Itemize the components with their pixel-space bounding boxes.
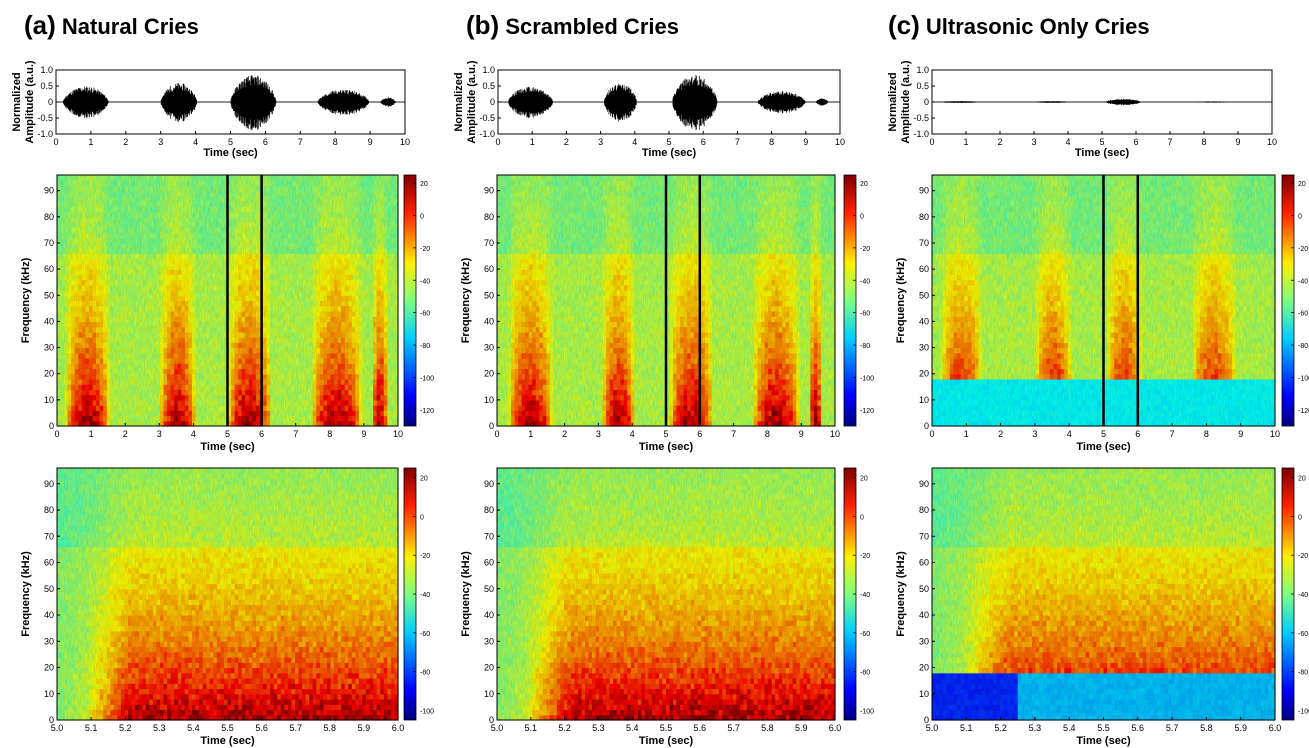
panel-a-spectrogram-full-ylabel: Frequency (kHz) bbox=[20, 257, 32, 343]
panel-a-spectrogram-full-xtick-label: 2 bbox=[123, 429, 128, 439]
panel-a-spectrogram-full-xtick-label: 4 bbox=[191, 429, 196, 439]
panel-a-colorbar-full-tick-label: 0 bbox=[420, 213, 424, 220]
panel-a-spectrogram-full-xlabel: Time (sec) bbox=[200, 441, 255, 453]
panel-a-spectrogram-full-ytick-label: 10 bbox=[44, 395, 54, 405]
panel-a-spectrogram-full-ytick-label: 80 bbox=[44, 212, 54, 222]
panel-a-colorbar-full-tick-label: -40 bbox=[420, 278, 430, 285]
panel-a-spectrogram-full-xtick-label: 5 bbox=[225, 429, 230, 439]
panel-a-waveform-xtick-label: 1 bbox=[88, 137, 93, 147]
panel-a-waveform-ytick-label: -0.5 bbox=[37, 113, 53, 123]
panel-a-spectrogram-full-ytick-label: 30 bbox=[44, 343, 54, 353]
panel-c-letter: (c) bbox=[888, 10, 920, 40]
panel-a-waveform-xtick-label: 6 bbox=[263, 137, 268, 147]
panel-a-spectrogram-full-xtick-label: 7 bbox=[293, 429, 298, 439]
panel-a-spectrogram-full-ytick-label: 50 bbox=[44, 290, 54, 300]
panel-a-waveform-ytick-label: 0.5 bbox=[40, 81, 53, 91]
panel-a-waveform-ylabel-1: Normalized bbox=[11, 72, 23, 131]
panel-a-spectrogram-full-xtick-label: 1 bbox=[89, 429, 94, 439]
panel-a-name: Natural Cries bbox=[62, 14, 199, 39]
panel-a-spectrogram-full-xtick-label: 0 bbox=[54, 429, 59, 439]
panel-a-colorbar-full-tick-label: -120 bbox=[420, 408, 434, 415]
panel-a-waveform-xtick-label: 8 bbox=[333, 137, 338, 147]
panel-a-colorbar-full-tick-label: -80 bbox=[420, 343, 430, 350]
panel-a-spectrogram-full-xtick-label: 8 bbox=[327, 429, 332, 439]
panel-a-spectrogram-full-ytick-label: 20 bbox=[44, 369, 54, 379]
panel-a-spectrogram-full-xtick-label: 9 bbox=[361, 429, 366, 439]
panel-a-waveform-ylabel-2: Amplitude (a.u.) bbox=[24, 60, 36, 143]
panel-a-waveform-ytick-label: 1.0 bbox=[40, 65, 53, 75]
panel-c-title: (c) Ultrasonic Only Cries bbox=[888, 10, 1150, 41]
panel-a-spectrogram-full-ytick-label: 70 bbox=[44, 238, 54, 248]
panel-a-title: (a) Natural Cries bbox=[24, 10, 199, 41]
panel-a-waveform-ytick-label: -1.0 bbox=[37, 129, 53, 139]
panel-a-colorbar-full-tick-label: -100 bbox=[420, 375, 434, 382]
panel-a-spectrogram-full-xtick-label: 6 bbox=[259, 429, 264, 439]
panel-a-waveform-xtick-label: 5 bbox=[228, 137, 233, 147]
panel-a-colorbar-full-tick-label: -20 bbox=[420, 246, 430, 253]
panel-a-spectrogram-full-ytick-label: 40 bbox=[44, 316, 54, 326]
panel-a-colorbar-full-tick-label: -60 bbox=[420, 311, 430, 318]
panel-a-waveform-xtick-label: 3 bbox=[158, 137, 163, 147]
panel-a-spectrogram-full-xtick-label: 3 bbox=[157, 429, 162, 439]
panel-a-spectrogram-full-ytick-label: 0 bbox=[49, 421, 54, 431]
panel-b-name: Scrambled Cries bbox=[505, 14, 679, 39]
panel-a-colorbar-full bbox=[403, 174, 417, 427]
panel-b-title: (b) Scrambled Cries bbox=[466, 10, 679, 41]
panel-a-spectrogram-full-xtick-label: 10 bbox=[393, 429, 403, 439]
panel-a-waveform-ytick-label: 0 bbox=[48, 97, 53, 107]
panel-b-letter: (b) bbox=[466, 10, 499, 40]
panel-a-waveform-xtick-label: 9 bbox=[368, 137, 373, 147]
panel-a-waveform-xtick-label: 4 bbox=[193, 137, 198, 147]
panel-a-waveform-xtick-label: 10 bbox=[400, 137, 410, 147]
panel-a-colorbar-full-tick-label: 20 bbox=[420, 181, 428, 188]
panel-a-letter: (a) bbox=[24, 10, 56, 40]
panel-c-name: Ultrasonic Only Cries bbox=[926, 14, 1150, 39]
panel-a-waveform-xtick-label: 7 bbox=[298, 137, 303, 147]
panel-a-waveform-xtick-label: 2 bbox=[123, 137, 128, 147]
panel-a-spectrogram-full-ytick-label: 60 bbox=[44, 264, 54, 274]
panel-a-spectrogram-full-ytick-label: 90 bbox=[44, 186, 54, 196]
panel-a-waveform-xtick-label: 0 bbox=[53, 137, 58, 147]
panel-a-waveform-trace bbox=[55, 75, 406, 131]
panel-a-waveform-xlabel: Time (sec) bbox=[203, 147, 258, 159]
